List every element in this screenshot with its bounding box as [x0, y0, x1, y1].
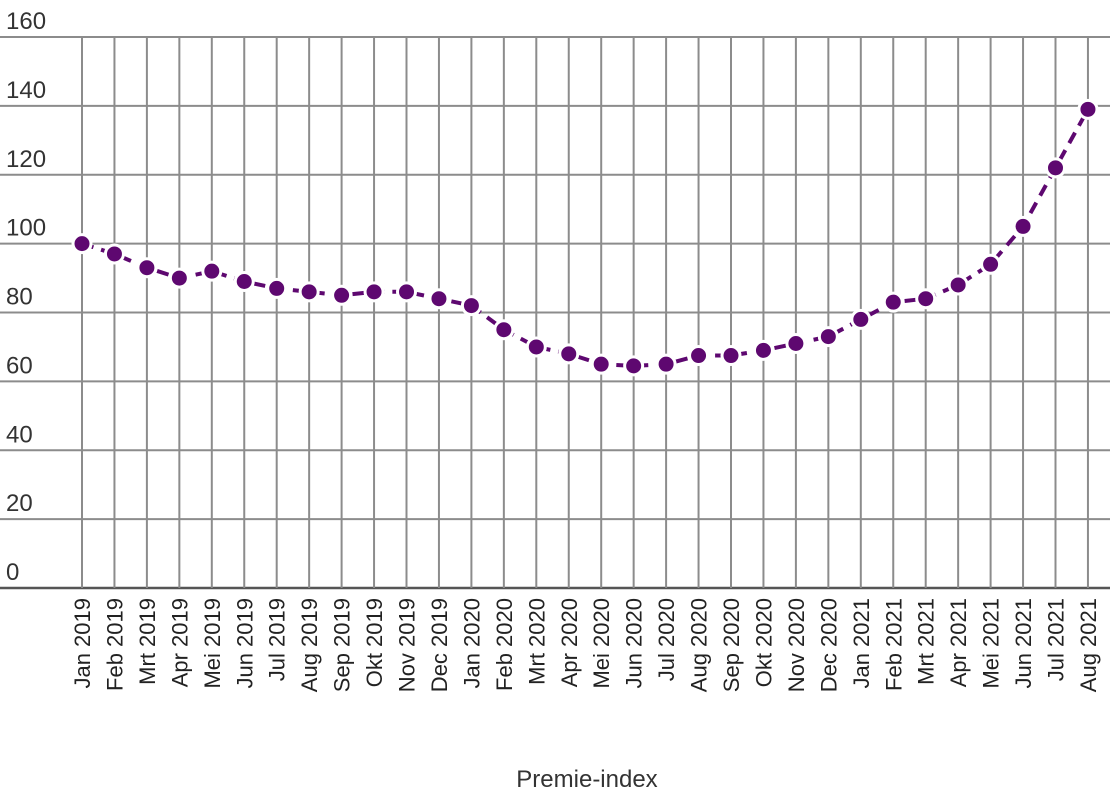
y-tick-label: 60 [6, 352, 33, 379]
x-tick-label: Jul 2019 [265, 598, 290, 681]
data-point [525, 336, 547, 358]
data-point [558, 343, 580, 365]
x-tick-label: Apr 2019 [167, 598, 192, 687]
data-point [298, 281, 320, 303]
series-line [81, 108, 1090, 368]
data-point [882, 291, 904, 313]
x-tick-label: Jan 2019 [70, 598, 95, 689]
data-point [688, 345, 710, 367]
data-point [460, 295, 482, 317]
x-tick-label: Okt 2019 [362, 598, 387, 687]
x-tick-label: Dec 2020 [816, 598, 841, 692]
x-axis-ticks: Jan 2019 Feb 2019 Mrt 2019 Apr 2019 Mei 2019… [70, 598, 1101, 692]
x-tick-label: Feb 2020 [492, 598, 517, 691]
y-axis-ticks: 0 20 40 60 80 100 120 140 160 [6, 8, 46, 586]
x-tick-label: Feb 2021 [881, 598, 906, 691]
x-tick-label: Jan 2020 [459, 598, 484, 689]
x-tick-label: Okt 2020 [751, 598, 776, 687]
data-point [1077, 98, 1099, 120]
y-tick-label: 140 [6, 77, 46, 104]
data-point [817, 326, 839, 348]
x-tick-label: Mei 2020 [589, 598, 614, 689]
data-point [980, 253, 1002, 275]
data-point [850, 308, 872, 330]
data-point [720, 345, 742, 367]
x-tick-label: Mrt 2021 [914, 598, 939, 685]
data-point [947, 274, 969, 296]
y-tick-label: 100 [6, 215, 46, 242]
data-point [590, 353, 612, 375]
x-tick-label: Apr 2021 [946, 598, 971, 687]
data-point [655, 353, 677, 375]
x-tick-label: Nov 2020 [784, 598, 809, 692]
y-tick-label: 80 [6, 284, 33, 311]
y-tick-label: 120 [6, 146, 46, 173]
data-point [233, 271, 255, 293]
data-point [1012, 215, 1034, 237]
y-tick-label: 160 [6, 8, 46, 35]
x-axis-label: Premie-index [516, 766, 657, 793]
x-tick-label: Feb 2019 [102, 598, 127, 691]
x-tick-label: Mei 2019 [200, 598, 225, 689]
x-tick-label: Jun 2021 [1011, 598, 1036, 689]
x-tick-label: Jun 2020 [622, 598, 647, 689]
data-point [1045, 157, 1066, 179]
data-point [623, 355, 645, 377]
data-point [428, 288, 450, 310]
x-tick-label: Sep 2019 [330, 598, 355, 692]
series-markers [71, 98, 1099, 377]
x-tick-label: Jun 2019 [232, 598, 257, 689]
x-tick-label: Jan 2021 [849, 598, 874, 689]
data-point [103, 243, 125, 265]
data-point [363, 281, 385, 303]
x-tick-label: Nov 2019 [395, 598, 420, 692]
y-tick-label: 40 [6, 421, 33, 448]
y-tick-label: 20 [6, 490, 33, 517]
x-tick-label: Aug 2021 [1076, 598, 1101, 692]
x-tick-label: Aug 2020 [687, 598, 712, 692]
data-point [785, 332, 807, 354]
data-point [493, 319, 515, 341]
x-tick-label: Mrt 2020 [524, 598, 549, 685]
data-point [71, 233, 93, 255]
x-tick-label: Jul 2021 [1044, 598, 1069, 681]
data-point [331, 284, 353, 306]
x-tick-label: Dec 2019 [427, 598, 452, 692]
x-tick-label: Mei 2021 [979, 598, 1004, 689]
grid [0, 36, 1110, 590]
data-point [752, 339, 774, 361]
data-point [396, 281, 417, 303]
x-tick-label: Apr 2020 [557, 598, 582, 687]
data-point [136, 257, 158, 279]
data-point [915, 288, 937, 310]
data-point [168, 267, 190, 289]
data-point [201, 260, 223, 282]
x-tick-label: Jul 2020 [654, 598, 679, 681]
y-tick-label: 0 [6, 559, 19, 586]
x-tick-label: Sep 2020 [719, 598, 744, 692]
x-tick-label: Mrt 2019 [135, 598, 160, 685]
data-point [266, 277, 288, 299]
x-tick-label: Aug 2019 [297, 598, 322, 692]
